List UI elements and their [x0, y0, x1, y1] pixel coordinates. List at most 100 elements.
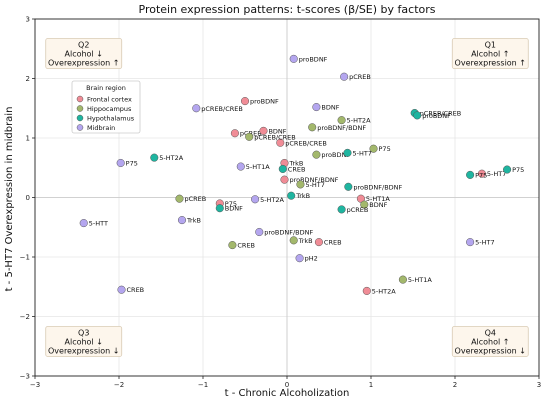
data-point	[230, 129, 239, 138]
quadrant-text-q2: Overexpression ↑	[48, 59, 119, 68]
data-point	[228, 241, 237, 250]
x-tick-label: 1	[369, 381, 373, 389]
data-point	[466, 170, 475, 179]
data-point	[175, 194, 184, 203]
y-tick-label: −2	[20, 313, 30, 321]
data-label: 5-HT7	[352, 149, 371, 157]
quadrant-text-q1: Overexpression ↑	[455, 59, 526, 68]
data-label: 5-HT7	[475, 239, 494, 247]
x-tick-label: −1	[198, 381, 208, 389]
quadrant-text-q3: Overexpression ↓	[48, 346, 119, 355]
data-label: pCREB/CREB	[285, 139, 327, 147]
legend-entry: Frontal cortex	[87, 95, 132, 103]
data-label: 5-HT2A	[372, 287, 396, 295]
data-point	[477, 169, 486, 178]
data-label: 5-HTT	[89, 220, 108, 228]
quadrant-text-q2: Alcohol ↓	[65, 50, 103, 59]
data-point	[278, 164, 287, 173]
data-label: pCREB/CREB	[420, 110, 462, 118]
data-label: pH2	[305, 255, 318, 263]
data-point	[236, 162, 245, 171]
x-tick-label: −2	[114, 381, 124, 389]
y-tick-label: 2	[26, 75, 30, 83]
data-label: P75	[379, 145, 391, 153]
data-label: BDNF	[225, 205, 243, 213]
data-point	[177, 216, 187, 225]
data-label: CREB	[127, 286, 145, 294]
data-label: CREB	[288, 165, 306, 173]
data-point	[215, 204, 224, 213]
legend-marker	[76, 114, 84, 122]
chart-title: Protein expression patterns: t-scores (β…	[139, 3, 436, 16]
data-label: P75	[126, 159, 138, 167]
quadrant-box-q2	[45, 38, 123, 69]
legend-marker	[76, 124, 84, 131]
legend-entry: Hypothalamus	[87, 114, 135, 122]
data-point	[79, 219, 88, 228]
quadrant-box-q3	[45, 326, 123, 357]
x-tick-label: 2	[453, 381, 457, 389]
data-label: proBDNF	[321, 151, 350, 159]
data-point	[295, 254, 304, 263]
data-point	[308, 123, 317, 132]
data-point	[340, 72, 349, 81]
legend-entry: Midbrain	[87, 124, 115, 132]
data-label: P75	[225, 200, 237, 208]
data-point	[413, 111, 422, 120]
quadrant-text-q3: Alcohol ↓	[65, 337, 103, 346]
data-point	[240, 97, 250, 106]
data-label: P75	[512, 166, 524, 174]
x-axis-label: t - Chronic Alcoholization	[225, 388, 350, 399]
data-point	[369, 144, 378, 153]
x-tick-label: −3	[30, 381, 40, 389]
data-label: 5-HT7	[305, 181, 324, 189]
data-label: pCREB/CREB	[201, 105, 243, 113]
quadrant-text-q1: Q1	[485, 41, 496, 50]
y-tick-label: 1	[26, 135, 30, 143]
data-label: pCREB	[349, 73, 371, 81]
x-tick-label: 3	[537, 381, 541, 389]
data-point	[289, 236, 298, 245]
data-point	[296, 180, 305, 189]
data-label: proBDNF	[250, 98, 279, 106]
y-tick-label: 3	[26, 16, 30, 24]
legend-title: Brain region	[86, 84, 126, 92]
data-label: BDNF	[321, 104, 339, 112]
data-label: P75	[475, 171, 487, 179]
quadrant-text-q4: Overexpression ↓	[455, 346, 526, 355]
data-point	[251, 195, 260, 204]
data-label: pCREB	[347, 206, 369, 214]
data-label: proBDNF/BDNF	[289, 176, 338, 184]
data-label: BDNF	[369, 201, 387, 209]
legend-marker	[76, 105, 84, 112]
x-tick-label: 0	[285, 381, 289, 389]
legend-box	[71, 80, 141, 134]
data-label: 5-HT1A	[366, 195, 390, 203]
data-point	[259, 126, 268, 135]
data-label: BDNF	[268, 127, 286, 135]
data-point	[343, 148, 352, 157]
data-label: TrkB	[288, 159, 303, 167]
data-label: proBDNF	[422, 112, 451, 120]
data-label: CREB	[324, 239, 342, 247]
data-point	[117, 285, 126, 294]
quadrant-text-q4: Q4	[485, 328, 496, 337]
data-label: TrkB	[298, 237, 313, 245]
data-point	[287, 191, 296, 200]
data-point	[337, 116, 346, 125]
quadrant-text-q4: Alcohol ↑	[471, 337, 509, 346]
quadrant-text-q2: Q2	[78, 41, 89, 50]
data-label: proBDNF/BDNF	[353, 183, 402, 191]
y-axis-label: t - 5-HT7 Overexpression in midbrain	[4, 107, 15, 292]
data-label: proBDNF/BDNF	[264, 229, 313, 237]
data-point	[116, 158, 125, 168]
y-tick-label: −3	[20, 373, 30, 381]
data-point	[312, 150, 321, 159]
data-point	[466, 238, 475, 247]
data-label: 5-HT2A	[260, 196, 284, 204]
data-label: 5-HT1A	[408, 276, 432, 284]
data-point	[192, 104, 201, 113]
legend-entry: Hippocampus	[87, 105, 132, 113]
data-label: pCREB	[184, 195, 206, 203]
